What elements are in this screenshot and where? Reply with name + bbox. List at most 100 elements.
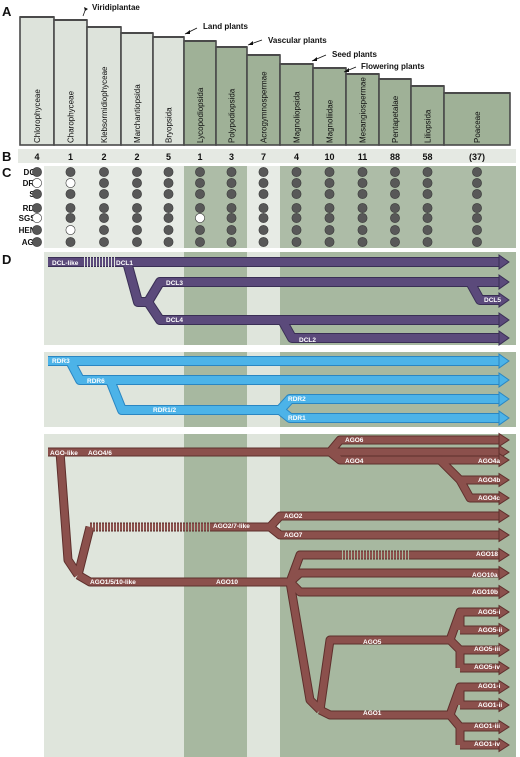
present-dot — [390, 189, 400, 199]
species-count: 88 — [390, 152, 400, 162]
lineage-vascular-plants: Vascular plants — [268, 36, 327, 45]
dcl-label-dcl4: DCL4 — [166, 317, 183, 324]
present-dot — [324, 178, 335, 188]
taxon-box — [152, 36, 185, 146]
present-dot — [357, 213, 368, 223]
species-count: 58 — [422, 152, 432, 162]
branch-arrowhead — [498, 372, 510, 388]
present-dot — [291, 237, 302, 247]
branch — [316, 636, 450, 711]
present-dot — [65, 203, 76, 213]
present-dot — [291, 178, 302, 188]
present-dot — [32, 167, 42, 177]
taxon-labels: Chlorophyceae Charophyceae Klebsormidiophy… — [33, 66, 482, 143]
ago-branches — [48, 432, 510, 753]
present-dot — [99, 189, 109, 199]
present-dot — [390, 167, 400, 177]
taxon-label: Bryopsida — [165, 107, 174, 143]
ago-label-ago5-ii: AGO5-ii — [478, 627, 502, 634]
taxon-box — [53, 19, 88, 146]
species-count: 4 — [34, 152, 39, 162]
branch-arrowhead — [498, 679, 510, 695]
ago-label-ago5: AGO5 — [363, 639, 382, 646]
ago-gene-tree: AGO-like AGO4/6 AGO6 AGO4 AGO4a AGO4b AG… — [48, 432, 510, 753]
species-count: 4 — [294, 152, 299, 162]
present-dot — [422, 225, 433, 235]
present-dot — [324, 237, 335, 247]
lineage-annotations: Viridiplantae Land plants Vascular plant… — [82, 3, 425, 73]
present-dot — [258, 213, 269, 223]
taxon-box — [279, 63, 314, 146]
present-dot — [357, 167, 368, 177]
present-dot — [390, 203, 400, 213]
branch — [56, 451, 81, 577]
dcl-label-dcl2: DCL2 — [299, 337, 316, 344]
present-dot — [258, 189, 269, 199]
ago-label-ago1-i: AGO1-i — [478, 683, 501, 690]
branch-arrowhead — [498, 527, 510, 543]
present-dot — [324, 225, 335, 235]
present-dot — [32, 237, 42, 247]
dcl-label-dcl-like: DCL-like — [52, 260, 79, 267]
taxon-label: Magnoliopsida — [293, 91, 302, 143]
present-dot — [390, 237, 400, 247]
branch-arrowhead — [498, 274, 510, 290]
absent-dot — [195, 213, 205, 223]
present-dot — [132, 237, 142, 247]
branch-arrowhead — [498, 254, 510, 270]
present-dot — [324, 189, 335, 199]
present-dot — [99, 167, 109, 177]
present-dot — [65, 189, 76, 199]
present-dot — [226, 203, 237, 213]
present-dot — [132, 213, 142, 223]
present-dot — [163, 178, 174, 188]
branch-arrowhead — [498, 697, 510, 713]
rdr-branches — [48, 353, 510, 426]
gene-row-label: AGO — [22, 238, 40, 247]
subpanel-gap — [247, 434, 280, 757]
taxon-box — [183, 40, 217, 146]
ago-label-ago10: AGO10 — [216, 579, 238, 586]
taxon-box — [410, 85, 445, 146]
present-dot — [99, 237, 109, 247]
gene-row-label: SGS3 — [19, 214, 41, 223]
present-dot — [226, 178, 237, 188]
present-dot — [132, 189, 142, 199]
absent-dot — [65, 225, 76, 235]
present-dot — [422, 178, 433, 188]
panel-d-background — [44, 252, 516, 757]
species-count: 10 — [324, 152, 334, 162]
panel-c-letter: C — [2, 165, 12, 180]
present-dot — [390, 178, 400, 188]
ago-label-ago6: AGO6 — [345, 437, 364, 444]
lineage-flowering-plants: Flowering plants — [361, 62, 425, 71]
dcl-label-dcl1: DCL1 — [116, 260, 133, 267]
branch-arrowhead — [498, 353, 510, 369]
dcl-label-dcl5: DCL5 — [484, 297, 501, 304]
branch — [74, 526, 94, 576]
taxon-label: Lycopodiopsida — [196, 87, 205, 143]
branch-arrowhead — [498, 622, 510, 638]
branch — [286, 551, 340, 584]
ago-label-ago4: AGO4 — [345, 458, 364, 465]
ago-label-ago5-iv: AGO5-iv — [474, 664, 500, 671]
taxon-box — [312, 67, 347, 146]
taxon-box — [19, 16, 55, 146]
branch-arrowhead — [498, 312, 510, 328]
taxon-label: Pentapetalae — [391, 95, 400, 143]
present-dot — [390, 213, 400, 223]
present-dot — [195, 237, 205, 247]
ago-label-ago18: AGO18 — [476, 551, 498, 558]
present-dot — [472, 189, 482, 199]
branch-arrowhead — [498, 391, 510, 407]
present-dot — [422, 189, 433, 199]
ago-label-ago4c: AGO4c — [478, 495, 500, 502]
dcl-label-dcl3: DCL3 — [166, 280, 183, 287]
present-dot — [357, 178, 368, 188]
absent-dot — [32, 178, 42, 188]
present-dot — [32, 225, 42, 235]
present-dot — [422, 237, 433, 247]
present-dot — [132, 203, 142, 213]
branch-arrowhead — [498, 719, 510, 735]
